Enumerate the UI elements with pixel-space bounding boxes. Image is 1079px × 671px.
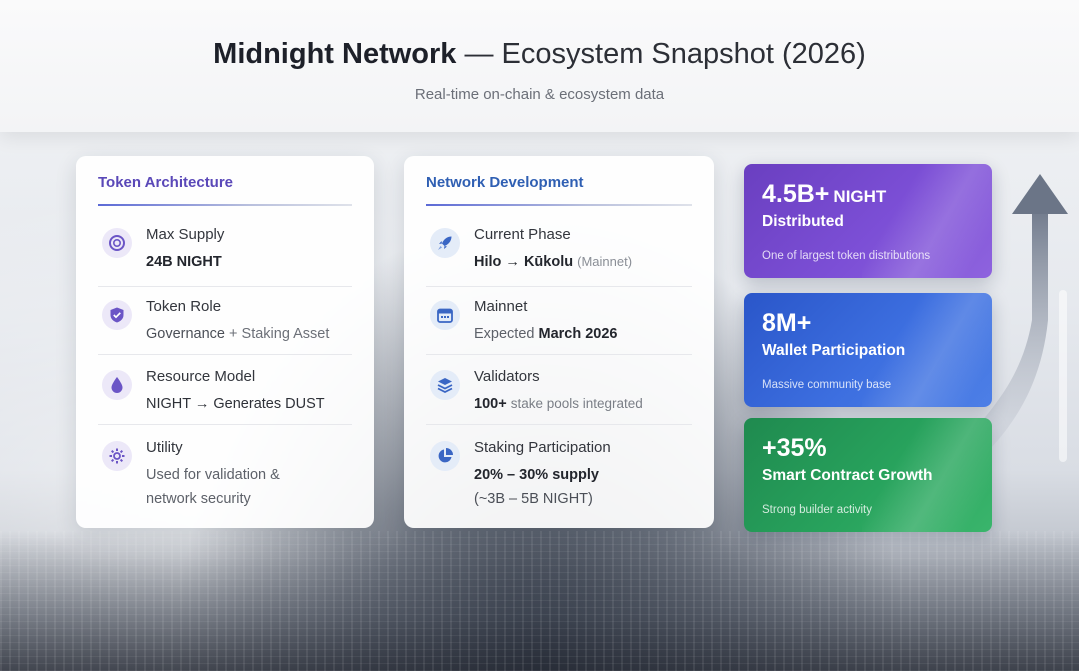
divider [98, 354, 352, 355]
row-value: 24B NIGHT [146, 254, 222, 270]
rocket-icon [430, 228, 460, 258]
stat-title: Distributed [762, 213, 844, 230]
row-label: Utility [146, 439, 183, 456]
stat-title: Wallet Participation [762, 342, 906, 359]
pie-chart-icon [430, 441, 460, 471]
calendar-icon [430, 300, 460, 330]
droplet-icon [102, 370, 132, 400]
row-value: Expected March 2026 [474, 326, 618, 342]
divider [98, 424, 352, 425]
wallet-participation-stat-card: 8M+ Wallet Participation Massive communi… [744, 293, 992, 407]
divider [426, 354, 692, 355]
row-label: Token Role [146, 298, 222, 315]
card-divider [98, 204, 352, 206]
scrollbar[interactable] [1059, 290, 1067, 462]
page-subtitle: Real-time on-chain & ecosystem data [414, 86, 665, 103]
row-value: NIGHT → Generates DUST [146, 396, 325, 412]
header-band [0, 0, 1079, 132]
row-label: Resource Model [146, 368, 256, 385]
token-architecture-card: Token Architecture Max Supply 24B NIGHT … [76, 156, 374, 528]
row-value: 20% – 30% supply (~3B – 5B NIGHT) [474, 467, 599, 507]
stat-title: Smart Contract Growth [762, 467, 933, 484]
stat-value: 4.5B+ NIGHT [762, 180, 887, 208]
card-title: Network Development [426, 174, 584, 191]
city-skyline-background [0, 531, 1079, 671]
row-label: Validators [474, 368, 540, 385]
title-rest: — Ecosystem Snapshot (2026) [464, 38, 866, 70]
stat-value: 8M+ [762, 309, 812, 337]
stat-note: Strong builder activity [762, 504, 872, 516]
network-development-card: Network Development Current Phase Hilo →… [404, 156, 714, 528]
row-label: Current Phase [474, 226, 571, 243]
title-bold: Midnight Network [213, 38, 457, 70]
row-value: Hilo → Kūkolu (Mainnet) [474, 254, 633, 270]
divider [426, 286, 692, 287]
row-value: Governance + Staking Asset [146, 326, 330, 342]
card-title: Token Architecture [98, 174, 234, 191]
row-value: 100+ stake pools integrated [474, 396, 643, 412]
smart-contract-growth-stat-card: +35% Smart Contract Growth Strong builde… [744, 418, 992, 532]
growth-arrow-icon [940, 174, 1068, 470]
layers-icon [430, 370, 460, 400]
divider [98, 286, 352, 287]
row-label: Max Supply [146, 226, 225, 243]
row-value: Used for validation & network security [146, 467, 280, 507]
row-label: Mainnet [474, 298, 528, 315]
distributed-stat-card: 4.5B+ NIGHT Distributed One of largest to… [744, 164, 992, 278]
shield-check-icon [102, 300, 132, 330]
card-divider [426, 204, 692, 206]
stat-value: +35% [762, 434, 827, 462]
gear-network-icon [102, 441, 132, 471]
stat-note: Massive community base [762, 379, 892, 391]
coin-icon [102, 228, 132, 258]
page-title: Midnight Network — Ecosystem Snapshot (2… [0, 38, 1079, 71]
stat-note: One of largest token distributions [762, 250, 931, 262]
row-label: Staking Participation [474, 439, 611, 456]
divider [426, 424, 692, 425]
